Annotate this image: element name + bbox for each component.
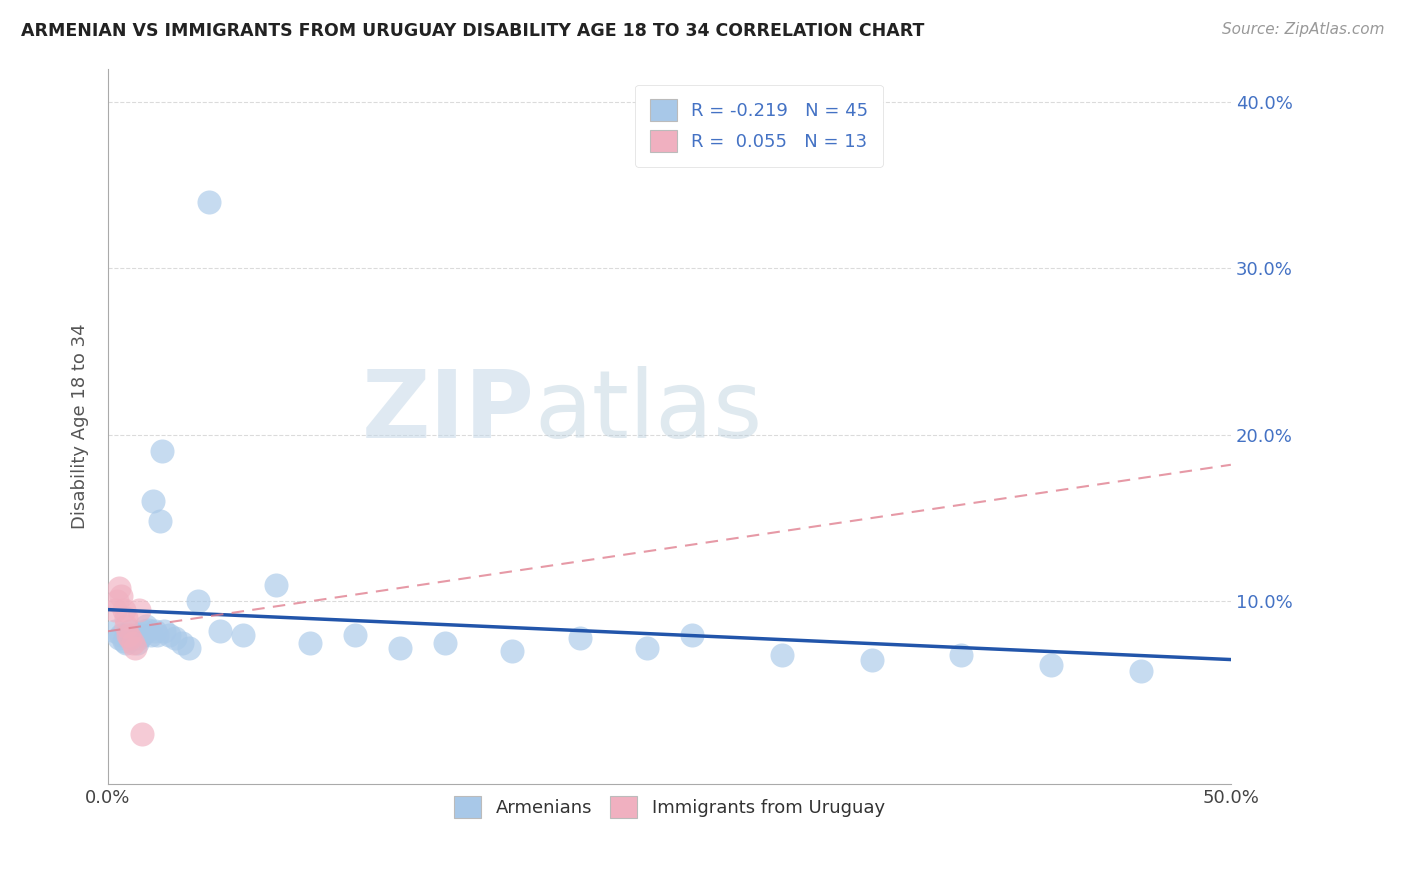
Point [344, 627, 367, 641]
Point [150, 444, 173, 458]
Point [149, 515, 172, 529]
Point [142, 494, 165, 508]
Point [108, 581, 131, 595]
Point [117, 629, 139, 643]
Point [112, 634, 135, 648]
Point [121, 627, 143, 641]
Point [1040, 657, 1063, 672]
Text: Source: ZipAtlas.com: Source: ZipAtlas.com [1222, 22, 1385, 37]
Point [135, 619, 157, 633]
Point [266, 577, 288, 591]
Point [124, 640, 146, 655]
Point [120, 631, 142, 645]
Point [104, 624, 127, 639]
Point [131, 627, 153, 641]
Y-axis label: Disability Age 18 to 34: Disability Age 18 to 34 [72, 324, 89, 529]
Point [299, 636, 322, 650]
Point [1130, 664, 1153, 678]
Point [681, 627, 703, 641]
Point [177, 640, 200, 655]
Point [172, 636, 194, 650]
Point [157, 627, 180, 641]
Point [115, 627, 138, 641]
Point [198, 194, 221, 209]
Point [115, 619, 138, 633]
Point [115, 636, 138, 650]
Point [108, 631, 131, 645]
Point [860, 652, 883, 666]
Text: ZIP: ZIP [361, 366, 534, 458]
Point [110, 627, 132, 641]
Point [104, 602, 127, 616]
Point [117, 627, 139, 641]
Point [112, 602, 135, 616]
Point [128, 631, 150, 645]
Point [187, 594, 209, 608]
Point [209, 624, 232, 639]
Point [110, 589, 132, 603]
Point [121, 636, 143, 650]
Point [120, 624, 142, 639]
Point [501, 644, 523, 658]
Point [165, 631, 187, 645]
Point [153, 624, 176, 639]
Text: atlas: atlas [534, 366, 763, 458]
Legend: Armenians, Immigrants from Uruguay: Armenians, Immigrants from Uruguay [447, 789, 891, 825]
Point [139, 627, 162, 641]
Point [132, 624, 155, 639]
Point [124, 631, 146, 645]
Point [433, 636, 456, 650]
Text: ARMENIAN VS IMMIGRANTS FROM URUGUAY DISABILITY AGE 18 TO 34 CORRELATION CHART: ARMENIAN VS IMMIGRANTS FROM URUGUAY DISA… [21, 22, 925, 40]
Point [105, 594, 128, 608]
Point [146, 627, 169, 641]
Point [143, 624, 166, 639]
Point [115, 611, 138, 625]
Point [131, 727, 153, 741]
Point [636, 640, 658, 655]
Point [232, 627, 254, 641]
Point [138, 623, 160, 637]
Point [770, 648, 793, 662]
Point [128, 602, 150, 616]
Point [950, 648, 973, 662]
Point [388, 640, 411, 655]
Point [127, 636, 149, 650]
Point [568, 631, 591, 645]
